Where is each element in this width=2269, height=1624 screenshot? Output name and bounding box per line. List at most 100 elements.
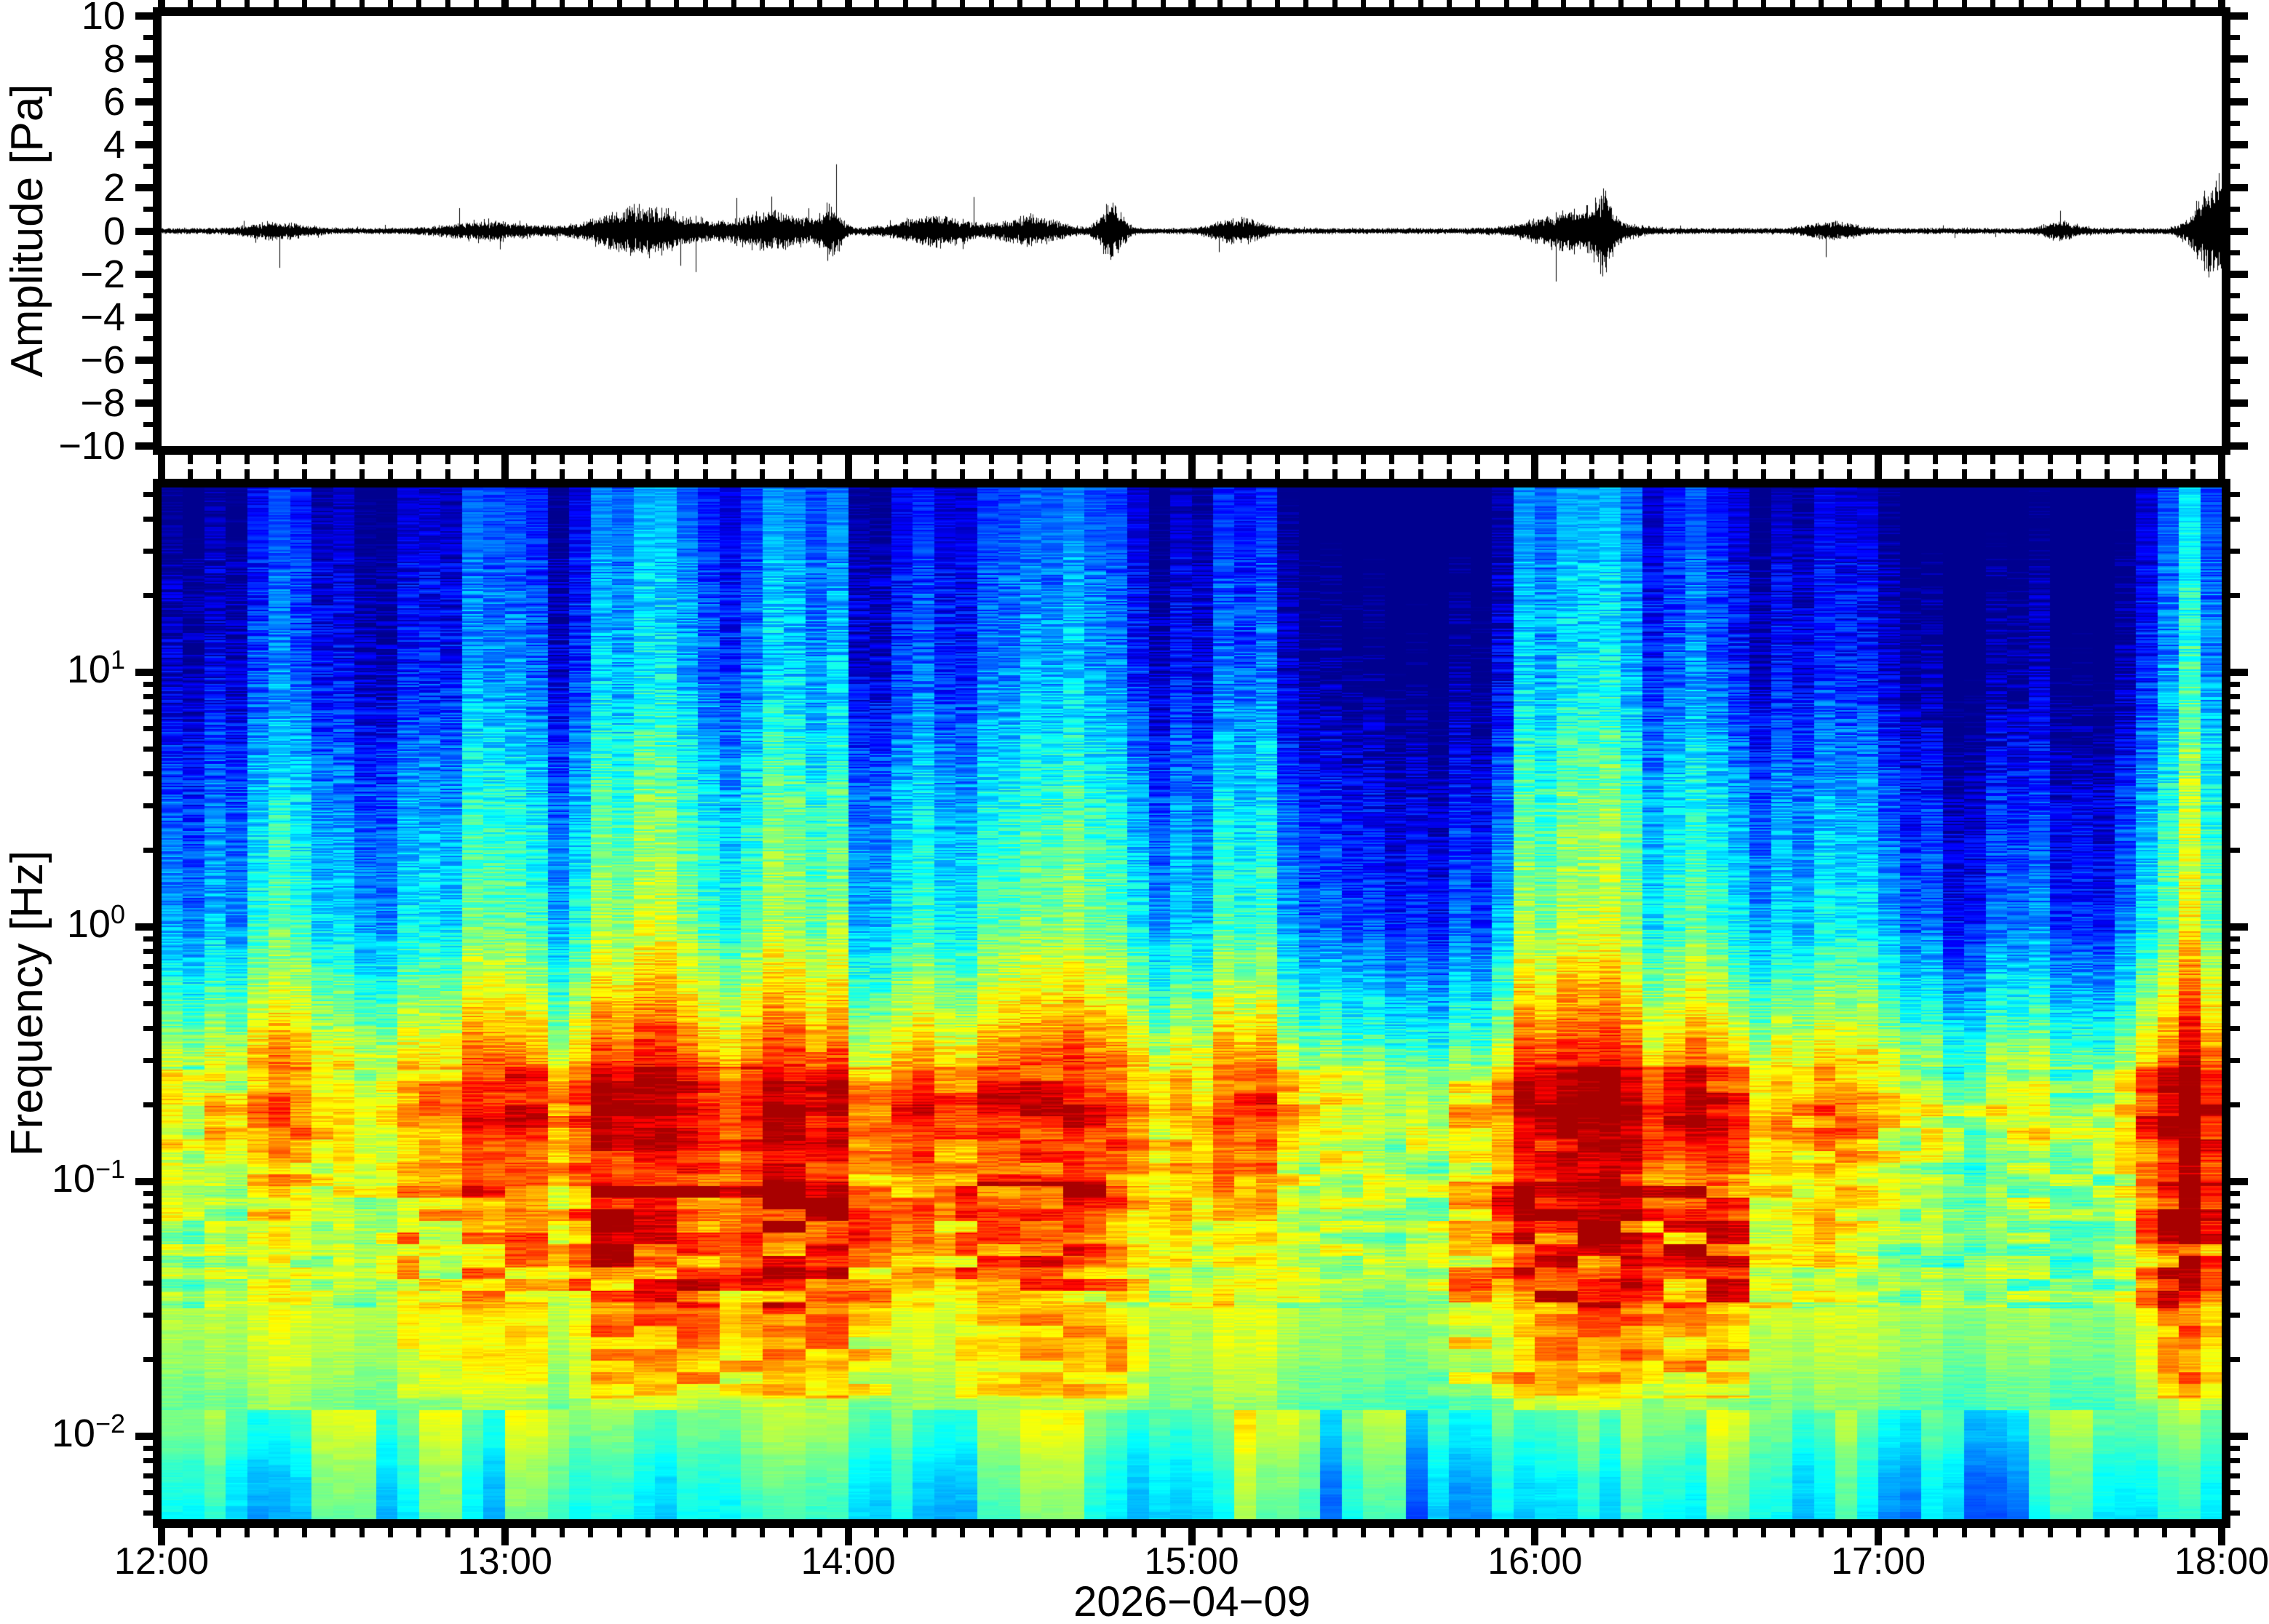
axis-tick [445, 0, 450, 7]
axis-tick [143, 1357, 153, 1363]
axis-tick [988, 1528, 994, 1537]
axis-tick [1875, 0, 1883, 7]
axis-tick [1303, 1528, 1309, 1537]
axis-tick [2190, 455, 2196, 464]
axis-tick [1647, 0, 1653, 7]
axis-tick [1647, 1528, 1653, 1537]
axis-tick [245, 455, 250, 464]
axis-tick [2230, 1000, 2240, 1006]
axis-tick [135, 313, 153, 321]
axis-tick [1074, 1528, 1080, 1537]
spectrogram-plot-frame [153, 479, 2230, 1528]
amp-tick-label: −8 [80, 381, 125, 425]
axis-tick [143, 1510, 153, 1516]
axis-tick [143, 771, 153, 776]
axis-tick [731, 1528, 736, 1537]
axis-tick [1847, 455, 1853, 464]
axis-tick [1217, 455, 1223, 464]
waveform-plot-frame [153, 7, 2230, 455]
axis-tick [143, 726, 153, 732]
axis-tick [874, 0, 880, 7]
axis-tick [2230, 1432, 2248, 1440]
axis-tick [1990, 0, 1995, 7]
axis-tick [2047, 469, 2053, 479]
amp-tick-label: −10 [58, 424, 125, 468]
axis-tick [1847, 0, 1853, 7]
axis-tick [960, 1528, 966, 1537]
axis-tick [445, 469, 450, 479]
axis-tick [844, 0, 852, 7]
axis-tick [1789, 1528, 1795, 1537]
axis-tick [2230, 981, 2240, 987]
axis-tick [2230, 1280, 2240, 1286]
axis-tick [559, 0, 565, 7]
axis-tick [143, 1025, 153, 1031]
axis-tick [1446, 455, 1452, 464]
axis-tick [2075, 469, 2081, 479]
axis-tick [2230, 1218, 2240, 1224]
axis-tick [1589, 1528, 1595, 1537]
axis-tick [143, 78, 153, 84]
axis-tick [1647, 469, 1653, 479]
axis-tick [2161, 1528, 2167, 1537]
axis-tick [988, 469, 994, 479]
axis-tick [1103, 0, 1109, 7]
axis-tick [2230, 227, 2248, 235]
axis-tick [273, 1528, 279, 1537]
axis-tick [445, 455, 450, 464]
axis-tick [143, 936, 153, 942]
axis-tick [2230, 292, 2240, 298]
axis-tick [731, 455, 736, 464]
axis-tick [143, 681, 153, 687]
axis-tick [588, 0, 594, 7]
axis-tick [1360, 0, 1366, 7]
axis-tick [645, 455, 651, 464]
axis-tick [1132, 455, 1137, 464]
axis-tick [474, 455, 479, 464]
axis-tick [1904, 0, 1910, 7]
axis-tick [388, 469, 394, 479]
axis-tick [1360, 455, 1366, 464]
axis-tick [1733, 469, 1738, 479]
axis-tick [788, 1528, 794, 1537]
axis-tick [1647, 455, 1653, 464]
axis-tick [2230, 726, 2240, 732]
axis-tick [1819, 469, 1824, 479]
axis-tick [1675, 0, 1681, 7]
axis-tick [143, 516, 153, 522]
axis-tick [874, 469, 880, 479]
axis-tick [2230, 516, 2240, 522]
axis-tick [2230, 709, 2240, 715]
axis-tick [143, 1280, 153, 1286]
axis-tick [2133, 1528, 2139, 1537]
axis-tick [1990, 455, 1995, 464]
axis-tick [474, 1528, 479, 1537]
axis-tick [143, 981, 153, 987]
axis-tick [1990, 1528, 1995, 1537]
axis-tick [1933, 0, 1939, 7]
axis-tick [1160, 469, 1166, 479]
axis-tick [416, 469, 422, 479]
axis-tick [1475, 0, 1481, 7]
axis-tick [143, 491, 153, 497]
time-tick-label: 12:00 [114, 1540, 210, 1583]
amp-tick-label: −4 [80, 295, 125, 339]
axis-tick [143, 121, 153, 127]
axis-tick [988, 0, 994, 7]
axis-tick [187, 455, 193, 464]
axis-tick [135, 1432, 153, 1440]
axis-tick [1274, 1528, 1280, 1537]
axis-tick [559, 455, 565, 464]
axis-tick [2019, 455, 2024, 464]
axis-tick [1475, 469, 1481, 479]
axis-tick [1303, 455, 1309, 464]
axis-tick [1303, 0, 1309, 7]
axis-tick [501, 0, 509, 7]
axis-tick [1246, 469, 1252, 479]
axis-tick [2230, 164, 2240, 170]
axis-tick [645, 0, 651, 7]
axis-tick [1733, 455, 1738, 464]
axis-tick [844, 1528, 852, 1545]
axis-tick [135, 141, 153, 149]
